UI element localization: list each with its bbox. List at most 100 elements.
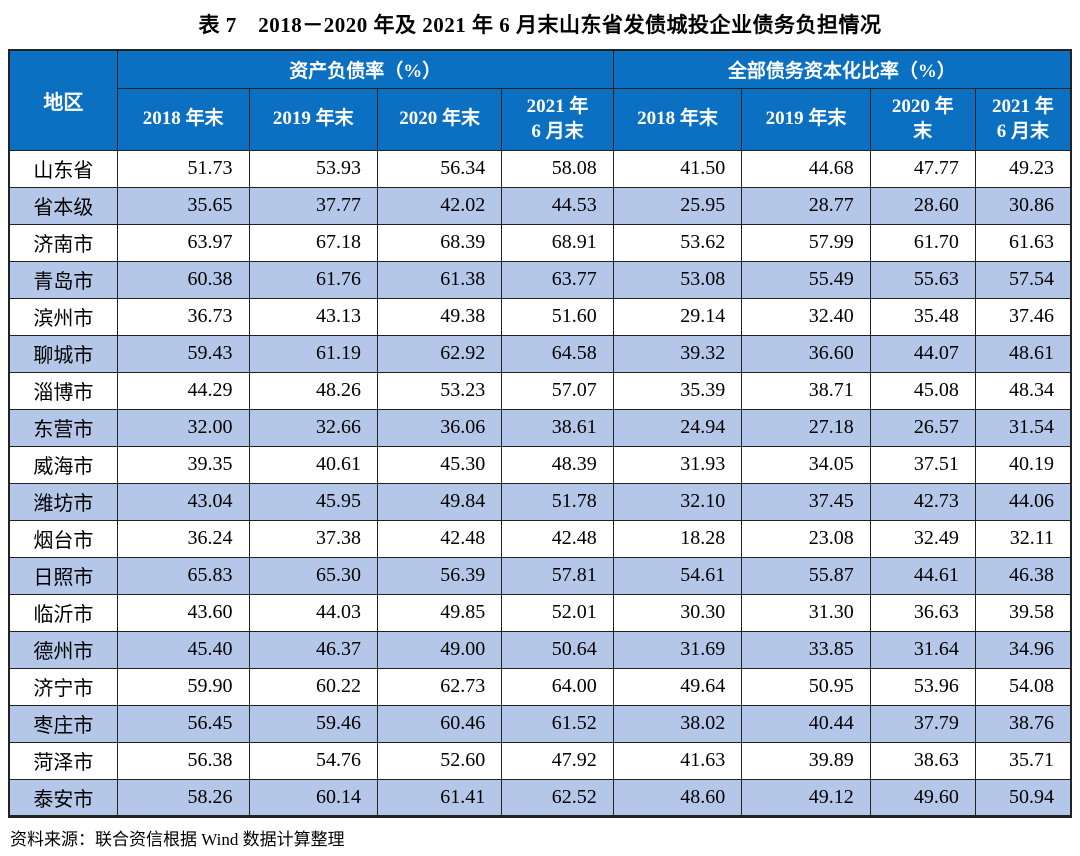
column-header-2018-end-left: 2018 年末 xyxy=(116,87,250,151)
value-cell: 60.38 xyxy=(116,260,250,299)
value-cell: 49.60 xyxy=(869,778,976,817)
region-cell: 临沂市 xyxy=(8,593,118,632)
value-cell: 43.60 xyxy=(116,593,250,632)
value-cell: 45.95 xyxy=(248,482,378,521)
source-note: 资料来源：联合资信根据 Wind 数据计算整理 xyxy=(10,829,345,849)
value-cell: 39.32 xyxy=(612,334,743,373)
value-cell: 60.22 xyxy=(248,667,378,706)
value-cell: 63.77 xyxy=(501,260,614,299)
table-title: 表 7 2018－2020 年及 2021 年 6 月末山东省发债城投企业债务负… xyxy=(198,13,882,37)
value-cell: 49.23 xyxy=(974,149,1072,188)
value-cell: 56.34 xyxy=(376,149,503,188)
value-cell: 32.11 xyxy=(974,519,1072,558)
value-cell: 50.95 xyxy=(741,667,871,706)
value-cell: 35.71 xyxy=(974,741,1072,780)
value-cell: 31.69 xyxy=(612,630,743,669)
value-cell: 44.68 xyxy=(741,149,871,188)
value-cell: 48.61 xyxy=(974,334,1072,373)
value-cell: 32.10 xyxy=(612,482,743,521)
value-cell: 45.40 xyxy=(116,630,250,669)
table-row: 枣庄市 56.45 59.46 60.46 61.52 38.02 40.44 37.79 38… xyxy=(8,704,1072,743)
value-cell: 58.08 xyxy=(501,149,614,188)
value-cell: 36.24 xyxy=(116,519,250,558)
value-cell: 40.61 xyxy=(248,445,378,484)
value-cell: 44.61 xyxy=(869,556,976,595)
value-cell: 61.63 xyxy=(974,223,1072,262)
table-row: 泰安市 58.26 60.14 61.41 62.52 48.60 49.12 49.60 50… xyxy=(8,778,1072,817)
value-cell: 35.39 xyxy=(612,371,743,410)
value-cell: 61.76 xyxy=(248,260,378,299)
region-cell: 淄博市 xyxy=(8,371,118,410)
value-cell: 68.91 xyxy=(501,223,614,262)
value-cell: 38.71 xyxy=(741,371,871,410)
value-cell: 48.34 xyxy=(974,371,1072,410)
value-cell: 49.84 xyxy=(376,482,503,521)
table-row: 滨州市 36.73 43.13 49.38 51.60 29.14 32.40 35.48 37… xyxy=(8,297,1072,336)
value-cell: 36.63 xyxy=(869,593,976,632)
table-header: 地区 资产负债率（%） 全部债务资本化比率（%） 2018 年末 2019 年末… xyxy=(8,49,1072,151)
value-cell: 55.87 xyxy=(741,556,871,595)
value-cell: 63.97 xyxy=(116,223,250,262)
value-cell: 40.19 xyxy=(974,445,1072,484)
value-cell: 57.81 xyxy=(501,556,614,595)
value-cell: 36.60 xyxy=(741,334,871,373)
value-cell: 39.58 xyxy=(974,593,1072,632)
value-cell: 44.07 xyxy=(869,334,976,373)
value-cell: 44.03 xyxy=(248,593,378,632)
value-cell: 49.00 xyxy=(376,630,503,669)
group-header-row: 地区 资产负债率（%） 全部债务资本化比率（%） xyxy=(8,49,1072,151)
debt-burden-table: 地区 资产负债率（%） 全部债务资本化比率（%） 2018 年末 2019 年末… xyxy=(8,49,1072,818)
value-cell: 62.73 xyxy=(376,667,503,706)
value-cell: 25.95 xyxy=(612,186,743,225)
value-cell: 52.01 xyxy=(501,593,614,632)
value-cell: 42.48 xyxy=(501,519,614,558)
table-row: 德州市 45.40 46.37 49.00 50.64 31.69 33.85 31.64 34… xyxy=(8,630,1072,669)
value-cell: 56.38 xyxy=(116,741,250,780)
region-cell: 泰安市 xyxy=(8,778,118,817)
region-cell: 滨州市 xyxy=(8,297,118,336)
value-cell: 47.77 xyxy=(869,149,976,188)
sub-header-row: 2018 年末 2019 年末 2020 年末 2021 年 6 月末 2018… xyxy=(9,87,1072,151)
table-row: 烟台市 36.24 37.38 42.48 42.48 18.28 23.08 32.49 32… xyxy=(8,519,1072,558)
value-cell: 37.77 xyxy=(248,186,378,225)
value-cell: 53.93 xyxy=(248,149,378,188)
table-row: 山东省 51.73 53.93 56.34 58.08 41.50 44.68 47.77 49… xyxy=(8,149,1072,188)
value-cell: 28.77 xyxy=(741,186,871,225)
region-cell: 烟台市 xyxy=(8,519,118,558)
value-cell: 29.14 xyxy=(612,297,743,336)
value-cell: 34.96 xyxy=(974,630,1072,669)
table-row: 潍坊市 43.04 45.95 49.84 51.78 32.10 37.45 42.73 44… xyxy=(8,482,1072,521)
value-cell: 35.65 xyxy=(116,186,250,225)
value-cell: 32.66 xyxy=(248,408,378,447)
value-cell: 55.63 xyxy=(869,260,976,299)
value-cell: 39.89 xyxy=(741,741,871,780)
value-cell: 41.50 xyxy=(612,149,743,188)
table-row: 省本级 35.65 37.77 42.02 44.53 25.95 28.77 28.60 30… xyxy=(8,186,1072,225)
value-cell: 31.93 xyxy=(612,445,743,484)
value-cell: 46.38 xyxy=(974,556,1072,595)
value-cell: 41.63 xyxy=(612,741,743,780)
value-cell: 38.61 xyxy=(501,408,614,447)
value-cell: 32.49 xyxy=(869,519,976,558)
value-cell: 32.00 xyxy=(116,408,250,447)
region-cell: 济南市 xyxy=(8,223,118,262)
value-cell: 57.99 xyxy=(741,223,871,262)
value-cell: 67.18 xyxy=(248,223,378,262)
table-row: 淄博市 44.29 48.26 53.23 57.07 35.39 38.71 45.08 48… xyxy=(8,371,1072,410)
value-cell: 59.90 xyxy=(116,667,250,706)
value-cell: 31.54 xyxy=(974,408,1072,447)
value-cell: 49.38 xyxy=(376,297,503,336)
value-cell: 43.04 xyxy=(116,482,250,521)
value-cell: 48.26 xyxy=(248,371,378,410)
region-cell: 日照市 xyxy=(8,556,118,595)
table-row: 济南市 63.97 67.18 68.39 68.91 53.62 57.99 61.70 61… xyxy=(8,223,1072,262)
column-header-region: 地区 xyxy=(8,49,118,151)
table-row: 日照市 65.83 65.30 56.39 57.81 54.61 55.87 44.61 46… xyxy=(8,556,1072,595)
table-row: 威海市 39.35 40.61 45.30 48.39 31.93 34.05 37.51 40… xyxy=(8,445,1072,484)
table-row: 东营市 32.00 32.66 36.06 38.61 24.94 27.18 26.57 31… xyxy=(8,408,1072,447)
value-cell: 55.49 xyxy=(741,260,871,299)
region-cell: 潍坊市 xyxy=(8,482,118,521)
value-cell: 60.46 xyxy=(376,704,503,743)
value-cell: 43.13 xyxy=(248,297,378,336)
